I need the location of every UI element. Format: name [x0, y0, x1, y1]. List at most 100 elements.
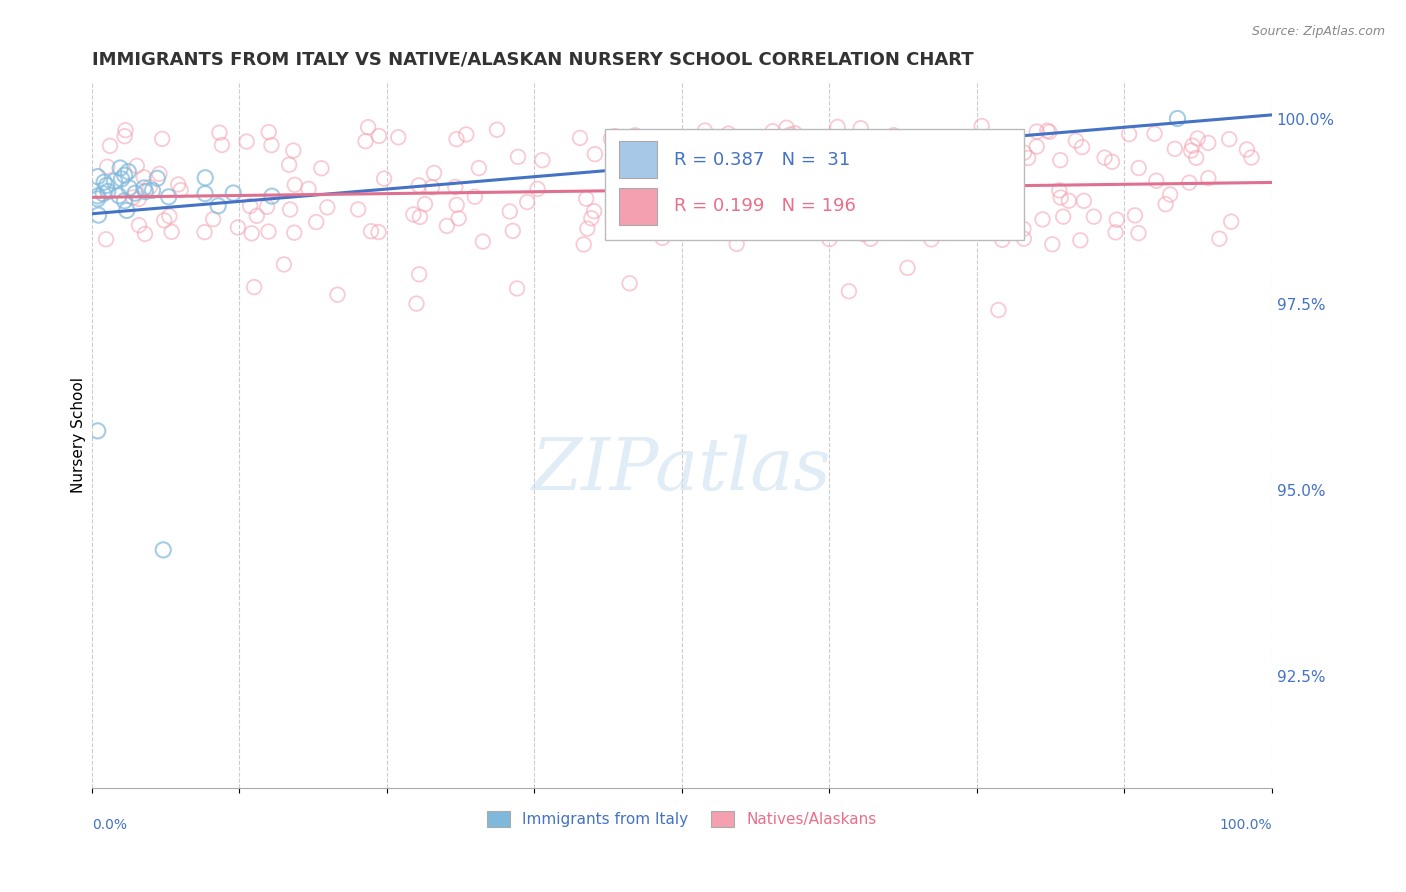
Point [226, 220, 249, 235]
Point [1178, 176, 1201, 190]
Point [775, 120, 797, 135]
Point [1123, 208, 1146, 222]
Point [773, 177, 796, 191]
Point [624, 174, 647, 188]
Text: IMMIGRANTS FROM ITALY VS NATIVE/ALASKAN NURSERY SCHOOL CORRELATION CHART: IMMIGRANTS FROM ITALY VS NATIVE/ALASKAN … [91, 51, 973, 69]
Point [468, 161, 491, 175]
Point [827, 120, 849, 134]
FancyBboxPatch shape [619, 142, 657, 178]
Point [87, 208, 110, 222]
Point [1185, 151, 1208, 165]
Point [932, 182, 955, 196]
Point [114, 194, 136, 208]
Point [583, 147, 606, 161]
Point [619, 277, 641, 291]
Point [132, 181, 155, 195]
Point [464, 190, 486, 204]
Point [516, 195, 538, 210]
Point [1052, 210, 1074, 224]
Point [842, 205, 865, 219]
Point [118, 181, 141, 195]
Point [1208, 232, 1230, 246]
Point [257, 225, 280, 239]
Point [1083, 210, 1105, 224]
Point [96, 160, 118, 174]
Point [1031, 212, 1053, 227]
Point [256, 200, 278, 214]
Point [98, 139, 121, 153]
Point [141, 183, 163, 197]
Point [114, 129, 136, 144]
Point [128, 219, 150, 233]
Point [360, 224, 382, 238]
Point [1166, 112, 1188, 126]
Point [311, 161, 333, 176]
Point [110, 172, 132, 186]
Point [970, 119, 993, 133]
Point [1104, 225, 1126, 239]
Point [914, 193, 936, 207]
Point [260, 189, 283, 203]
Point [436, 219, 458, 233]
Point [447, 211, 470, 226]
Point [1218, 132, 1240, 146]
Point [1180, 144, 1202, 158]
Point [717, 127, 740, 141]
Point [706, 194, 728, 208]
Point [208, 126, 231, 140]
Point [1036, 123, 1059, 137]
Point [1094, 151, 1116, 165]
Point [157, 209, 180, 223]
Point [152, 542, 174, 557]
Point [257, 125, 280, 139]
Point [108, 189, 131, 203]
Point [779, 160, 801, 174]
Point [883, 128, 905, 143]
Point [420, 180, 443, 194]
Point [1143, 127, 1166, 141]
Point [793, 165, 815, 179]
Point [838, 285, 860, 299]
Point [157, 190, 180, 204]
Point [849, 121, 872, 136]
Point [246, 209, 269, 223]
Point [960, 173, 983, 187]
Point [260, 138, 283, 153]
Point [128, 192, 150, 206]
Point [575, 192, 598, 206]
Point [1197, 171, 1219, 186]
Point [284, 178, 307, 192]
Point [852, 227, 875, 241]
Point [354, 134, 377, 148]
Point [669, 153, 692, 167]
Point [693, 123, 716, 137]
Point [408, 268, 430, 282]
Point [709, 185, 731, 199]
Point [239, 199, 262, 213]
Point [920, 232, 942, 246]
Point [1187, 131, 1209, 145]
Point [880, 131, 903, 145]
Point [167, 178, 190, 192]
Point [952, 186, 974, 200]
Point [783, 126, 806, 140]
Point [1040, 237, 1063, 252]
Point [696, 219, 718, 234]
Point [776, 196, 799, 211]
Point [283, 144, 305, 158]
Point [620, 178, 643, 193]
Point [122, 190, 145, 204]
Point [1069, 233, 1091, 247]
Text: R = 0.199   N = 196: R = 0.199 N = 196 [673, 197, 855, 215]
Point [1012, 145, 1035, 160]
Text: 0.0%: 0.0% [91, 818, 127, 832]
Point [640, 219, 662, 233]
Point [194, 186, 217, 201]
Point [576, 221, 599, 235]
Point [1049, 153, 1071, 168]
Point [859, 232, 882, 246]
Point [852, 153, 875, 167]
Point [97, 184, 120, 198]
Text: 100.0%: 100.0% [1219, 818, 1272, 832]
Point [446, 198, 468, 212]
